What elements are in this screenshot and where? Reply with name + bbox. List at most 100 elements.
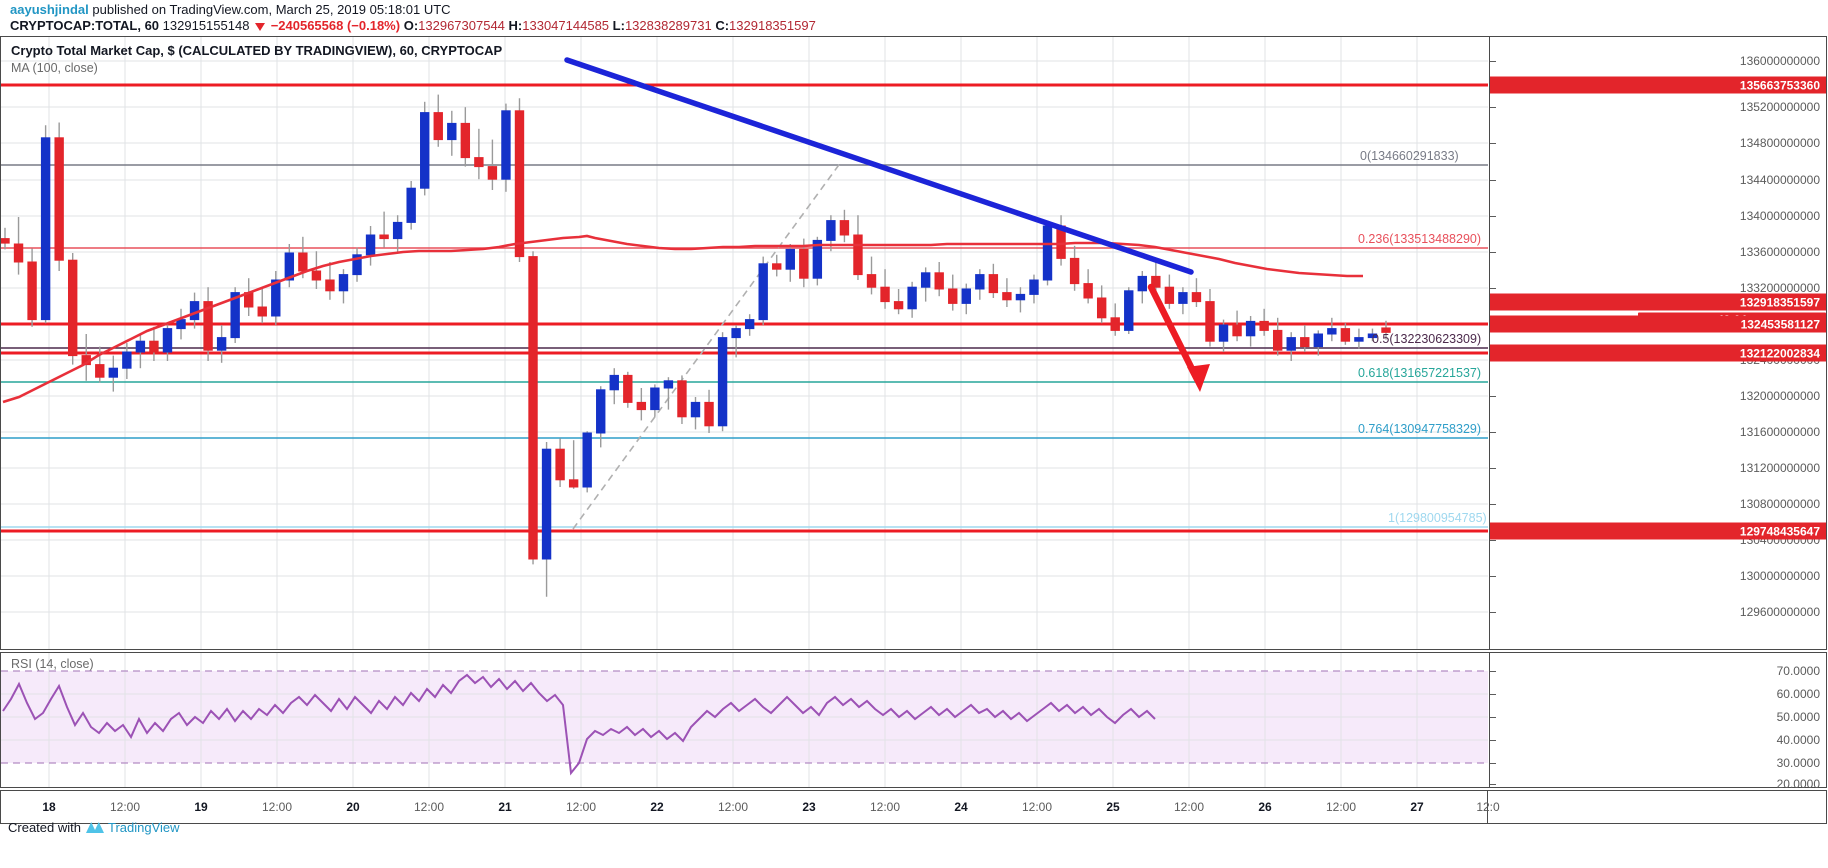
rsi-axis-tick [1490,671,1496,672]
candle-body [1110,317,1120,331]
author-name[interactable]: aayushjindal [10,2,89,17]
candle-body [1191,292,1202,303]
candle-body [663,380,674,389]
candle-body [1218,324,1229,342]
candle-body [1042,225,1053,281]
close-label: C: [715,18,730,33]
time-axis-divider [1487,791,1488,823]
created-with-label: Created with [8,820,81,835]
candle-body [1178,292,1188,304]
rsi-axis[interactable]: 70.0000 60.0000 50.0000 40.0000 30.0000 20.00… [1489,652,1827,791]
time-axis-label: 12:00 [1173,800,1205,814]
price-axis-tick [1490,396,1496,397]
axis-badge-support-bottom: 129748435647 [1490,522,1826,540]
candle-body [149,340,159,353]
price-axis-tick [1490,180,1496,181]
candle-body [54,137,64,261]
candle-body [1029,279,1039,295]
price-axis-label: 134800000000 [1739,136,1820,150]
candle-body [744,319,755,330]
symbol-label[interactable]: CRYPTOCAP:TOTAL, 60 [10,18,160,33]
rsi-axis-label: 50.0000 [1776,710,1820,724]
candle-body [108,367,119,378]
candle-body [311,270,322,281]
tradingview-brand[interactable]: TradingView [107,820,180,835]
price-axis-tick [1490,576,1496,577]
candle-body [596,389,606,434]
candle-body [826,220,836,241]
price-axis-tick [1490,468,1496,469]
price-axis-tick [1490,61,1496,62]
axis-badge-support-low: 132122002834 [1490,344,1826,362]
fib-lines [1,164,1488,528]
candle-body [920,272,931,288]
time-axis-label: 23 [802,800,816,814]
time-axis-label: 27 [1410,800,1424,814]
candle-body [961,288,971,304]
candle-body [501,110,511,180]
candle-body [487,166,498,180]
candle-body [880,286,890,303]
candle-body [623,374,633,403]
candle-body [704,401,714,427]
candle-body [1286,337,1296,351]
price-change: −240565568 (−0.18%) [270,18,401,33]
candle-body [582,432,592,488]
candle-body [785,248,795,270]
candle-body [1096,297,1107,319]
candle-body [812,239,823,279]
price-axis[interactable]: 136000000000 135200000000 134800000000 1344… [1489,36,1827,650]
time-axis[interactable]: 18 12:00 19 12:00 20 12:00 21 12:00 22 12:00 23 12:… [0,790,1827,824]
fib-label-0764: 0.764(130947758329) [1358,422,1482,436]
vertical-gridlines [48,37,1418,649]
descending-trendline [564,57,1194,275]
candle-body [13,243,24,263]
candle-body [1083,283,1093,299]
rsi-pane[interactable]: RSI (14, close) [0,652,1489,788]
candle-body [1015,293,1026,301]
price-axis-label: 134400000000 [1739,173,1820,187]
candle-body [271,279,281,317]
candle-body [717,337,728,427]
price-axis-label: 130000000000 [1739,569,1820,583]
low-value: 132838289731 [624,18,712,33]
low-label: L: [612,18,625,33]
rsi-axis-label: 40.0000 [1776,733,1820,747]
candle-body [1137,275,1147,292]
candle-body [514,110,525,258]
price-axis-tick [1490,216,1496,217]
candle-body [447,122,457,141]
candle-body [1245,320,1256,337]
close-value: 132918351597 [729,18,816,33]
candle-body [1205,301,1215,342]
rsi-axis-tick [1490,763,1496,764]
rsi-axis-label: 60.0000 [1776,687,1820,701]
candle-body [1151,275,1161,288]
candle-body [528,256,538,560]
tradingview-logo-icon [85,822,104,833]
fib-label-0236: 0.236(133513488290) [1358,232,1482,246]
candle-body [379,234,389,240]
time-axis-label: 26 [1258,800,1272,814]
quote-line: CRYPTOCAP:TOTAL, 60 132915155148 −240565… [10,18,816,34]
candle-body [420,112,430,189]
fib-label-05: 0.5(132230623309) [1372,332,1482,346]
candle-body [27,261,37,321]
candle-body [176,319,186,330]
rsi-axis-tick [1490,784,1496,785]
candle-body [1300,337,1310,348]
price-pane[interactable]: Crypto Total Market Cap, $ (CALCULATED B… [0,36,1489,650]
rsi-axis-label: 70.0000 [1776,664,1820,678]
fib-label-1: 1(129800954785) [1388,511,1487,525]
fib-label-0618: 0.618(131657221537) [1358,366,1482,380]
down-triangle-icon [255,23,266,31]
rsi-line [2,673,1156,776]
candle-body [392,221,403,240]
candle-body [731,328,741,339]
candle-body [40,137,51,321]
candle-body [799,248,809,279]
candle-body [284,252,295,281]
chart-container[interactable]: Crypto Total Market Cap, $ (CALCULATED B… [0,36,1828,824]
candle-body [948,288,958,304]
publish-meta: published on TradingView.com, March 25, … [92,2,451,17]
